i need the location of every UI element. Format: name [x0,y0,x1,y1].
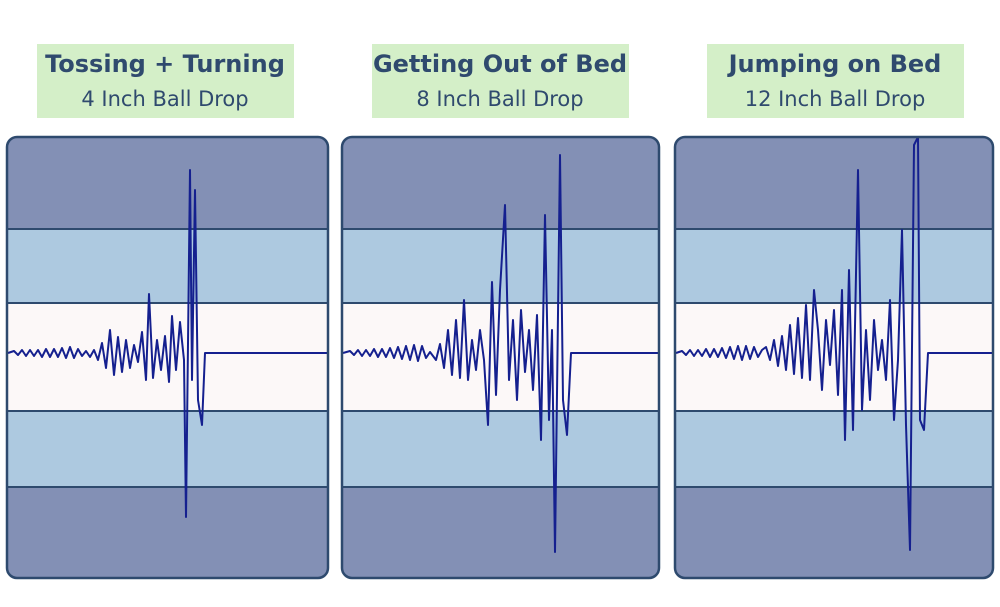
panel-subtitle: 8 Inch Ball Drop [416,87,583,111]
panel [7,137,328,578]
panel [342,137,659,578]
panel-subtitle: 12 Inch Ball Drop [745,87,926,111]
panel-subtitle: 4 Inch Ball Drop [81,87,248,111]
waveform [675,137,992,551]
waveform [342,154,658,553]
waveform [7,169,327,518]
panel-frame [5,135,330,580]
panel-frame [340,135,661,580]
label-box [372,44,629,118]
label-box [37,44,294,118]
panel-title: Tossing + Turning [45,50,285,78]
panel [675,137,993,578]
panel-title: Jumping on Bed [727,50,942,78]
label-box [707,44,964,118]
panel-title: Getting Out of Bed [373,50,627,78]
panel-frame [673,135,995,580]
